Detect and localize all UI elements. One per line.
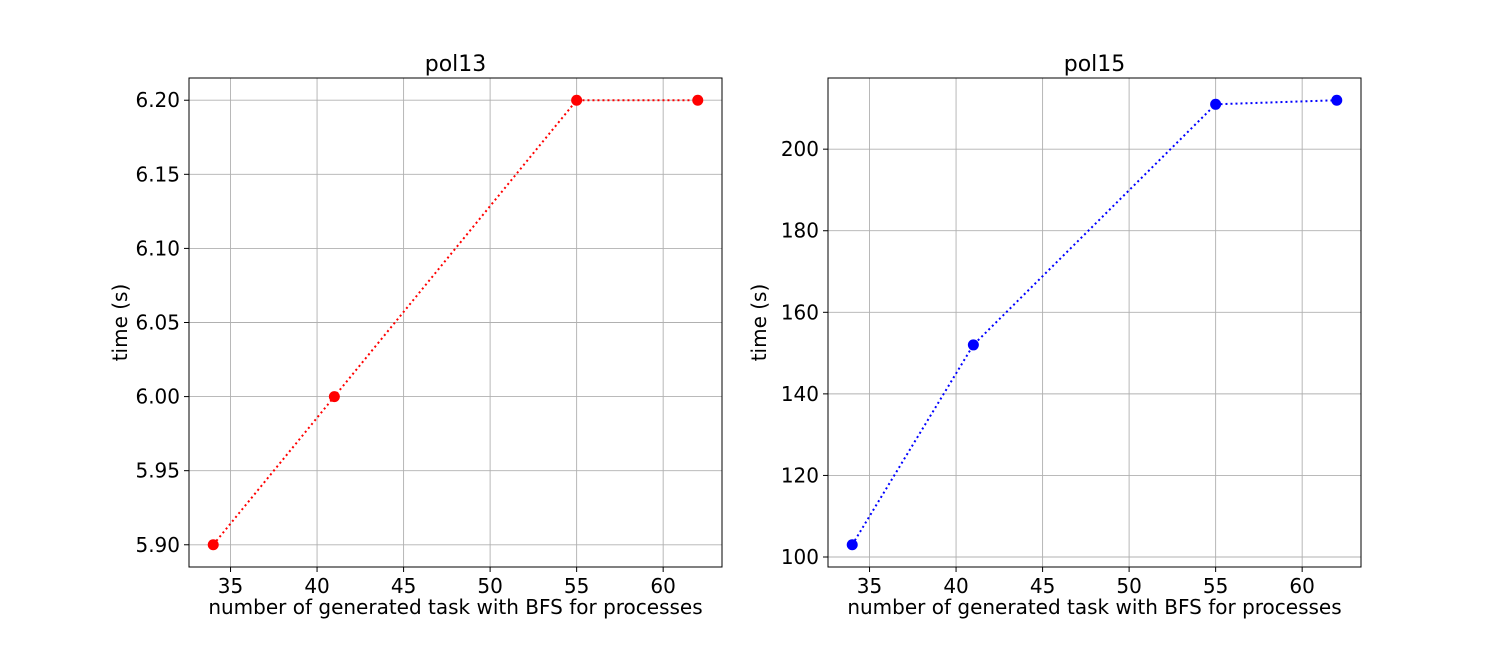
- data-point: [571, 94, 583, 106]
- y-tick-label: 5.90: [135, 533, 180, 557]
- y-axis-label: time (s): [747, 284, 771, 362]
- y-axis-label: time (s): [108, 284, 132, 362]
- x-axis-label: number of generated task with BFS for pr…: [208, 595, 702, 619]
- y-tick-label: 6.15: [135, 162, 180, 186]
- chart-1: 35 40 45 50 55 60 100 120 140 160 180 200 pol15 numbe…: [747, 52, 1362, 619]
- data-point: [967, 339, 979, 351]
- x-tick-label: 40: [943, 574, 968, 598]
- chart-0: 35 40 45 50 55 60 5.90 5.95 6.00 6.05 6.10 6.15 6.20…: [108, 52, 723, 619]
- x-tick-label: 55: [564, 574, 589, 598]
- y-tick-label: 120: [781, 463, 819, 487]
- x-tick-label: 45: [1030, 574, 1055, 598]
- data-point: [328, 391, 340, 403]
- series-line: [212, 99, 698, 546]
- y-tick-label: 160: [781, 300, 819, 324]
- plot-frame: [827, 77, 1362, 568]
- data-point: [846, 539, 858, 551]
- y-tick-label: 100: [781, 545, 819, 569]
- x-tick-label: 60: [1289, 574, 1314, 598]
- y-tick-label: 6.10: [135, 236, 180, 260]
- y-tick-label: 140: [781, 382, 819, 406]
- series-line: [851, 99, 1337, 546]
- data-point: [1331, 94, 1343, 106]
- chart-title: pol15: [1064, 52, 1126, 77]
- x-tick-label: 35: [857, 574, 882, 598]
- data-point: [1210, 98, 1222, 110]
- x-axis-label: number of generated task with BFS for pr…: [847, 595, 1341, 619]
- y-tick-label: 5.95: [135, 459, 180, 483]
- x-tick-label: 50: [1116, 574, 1141, 598]
- y-tick-label: 6.20: [135, 88, 180, 112]
- y-tick-label: 6.00: [135, 385, 180, 409]
- x-tick-label: 35: [218, 574, 243, 598]
- data-point: [692, 94, 704, 106]
- x-tick-label: 55: [1203, 574, 1228, 598]
- x-tick-label: 45: [391, 574, 416, 598]
- y-tick-label: 6.05: [135, 311, 180, 335]
- x-tick-label: 50: [477, 574, 502, 598]
- x-tick-label: 40: [304, 574, 329, 598]
- x-tick-label: 60: [650, 574, 675, 598]
- y-tick-label: 200: [781, 137, 819, 161]
- chart-title: pol13: [425, 52, 487, 77]
- data-point: [207, 539, 219, 551]
- y-tick-label: 180: [781, 219, 819, 243]
